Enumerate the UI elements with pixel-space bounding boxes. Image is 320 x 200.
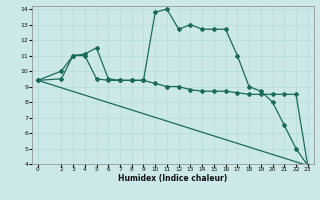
X-axis label: Humidex (Indice chaleur): Humidex (Indice chaleur) xyxy=(118,174,228,183)
